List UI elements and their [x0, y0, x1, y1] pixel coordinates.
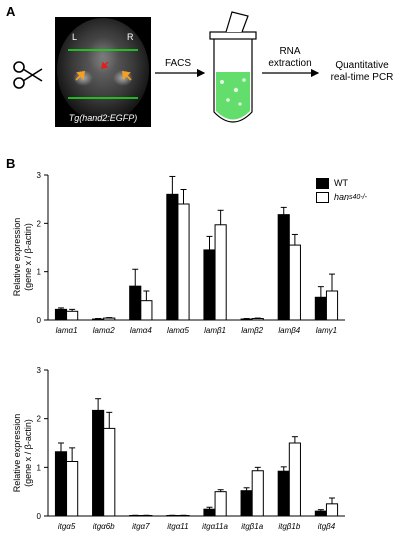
chart1-category-label: lamα4 [130, 326, 152, 335]
legend-label-han-superscript: s40-/- [349, 193, 367, 201]
chart1-y-tick-label: 0 [37, 316, 42, 325]
chart1-bar-wt [240, 318, 253, 321]
chart1-bar-wt [129, 285, 142, 321]
chart1-bar-wt [166, 193, 179, 321]
chart2-category-label: itgα11 [167, 522, 188, 531]
chart2-ylabel-line1: Relative expression [12, 414, 22, 493]
pcr-label-line1: Quantitative [335, 60, 389, 71]
legend-label-wt: WT [334, 178, 348, 188]
chart2-y-tick-label: 2 [37, 415, 42, 424]
chart2-y-tick-label: 1 [37, 463, 42, 472]
panel-a-workflow: L R Tg(hand2:EGFP) FACS RNA extraction Q… [13, 11, 394, 127]
chart1-bar-han [325, 290, 339, 321]
chart1-bar-wt [92, 318, 105, 321]
chart2-bar-han [251, 470, 264, 517]
chart1-bar-han [288, 244, 301, 321]
chart2-bar-han [288, 442, 301, 517]
panel-a-label: A [6, 4, 16, 19]
chart2-bar-han [66, 460, 79, 517]
chart1-bar-wt [277, 214, 290, 321]
panel-b-label: B [6, 156, 16, 171]
chart2-bar-han [214, 491, 227, 517]
rna-label-line1: RNA [279, 46, 300, 57]
integrin-bar-chart: Relative expression (gene x / β-actin) 0… [12, 366, 345, 531]
chart1-category-label: lamα5 [167, 326, 189, 335]
chart2-ylabel-line2: (gene x / β-actin) [23, 419, 33, 487]
legend-swatch-wt [316, 177, 329, 189]
scissors-icon [13, 61, 43, 89]
chart2-y-tick-label: 0 [37, 512, 42, 521]
chart2-bar-wt [92, 409, 105, 517]
chart2-category-label: itgα7 [132, 522, 150, 531]
red-arrow-icon [101, 61, 109, 69]
legend-item-wt: WT [316, 176, 367, 190]
microscopy-image: L R Tg(hand2:EGFP) [55, 17, 151, 127]
chart2-category-label: itgβ4 [318, 522, 336, 531]
chart2-bar-han [103, 427, 116, 517]
legend-swatch-han [316, 191, 329, 203]
chart2-bar-wt [54, 451, 68, 517]
chart2-category-label: itgα6b [93, 522, 115, 531]
legend-label-han: han [334, 192, 350, 202]
chart2-bar-wt [240, 490, 253, 517]
chart1-category-label: lamγ1 [316, 326, 337, 335]
chart1-category-label: lamβ2 [241, 326, 263, 335]
chart1-y-tick-label: 1 [37, 268, 42, 277]
chart1-ylabel-line1: Relative expression [12, 218, 22, 297]
chart1-ylabel-line2: (gene x / β-actin) [23, 223, 33, 291]
chart1-bar-han [177, 203, 190, 321]
pcr-label-line2: real-time PCR [331, 72, 394, 83]
chart1-bar-han [251, 318, 264, 321]
facs-label: FACS [165, 58, 191, 69]
image-left-label: L [72, 32, 77, 42]
image-caption: Tg(hand2:EGFP) [69, 113, 138, 123]
chart1-y-tick-label: 2 [37, 219, 42, 228]
chart1-category-label: lamα2 [93, 326, 115, 335]
tube-icon [209, 11, 257, 123]
chart2-bar-han [325, 503, 339, 517]
chart2-category-label: itgα5 [58, 522, 76, 531]
chart2-category-label: itgβ1b [278, 522, 300, 531]
chart1-bar-wt [314, 296, 327, 321]
chart2-category-label: itgβ1a [241, 522, 263, 531]
chart1-bar-han [66, 310, 79, 321]
legend-item-han: han s40-/- [316, 190, 367, 204]
chart1-bar-han [103, 317, 116, 321]
chart1-bar-han [140, 300, 153, 321]
orange-arrow-icon [75, 70, 132, 81]
chart2-y-tick-label: 3 [37, 366, 42, 375]
image-right-label: R [127, 32, 134, 42]
chart1-category-label: lamβ1 [204, 326, 226, 335]
chart1-bar-wt [54, 308, 68, 321]
rna-label-line2: extraction [268, 58, 311, 69]
chart1-y-tick-label: 3 [37, 171, 42, 180]
chart1-category-label: lamα1 [56, 326, 78, 335]
chart2-bar-wt [203, 508, 216, 517]
chart2-category-label: itgα11a [202, 522, 228, 531]
chart1-category-label: lamβ4 [278, 326, 300, 335]
laminin-bar-chart: Relative expression (gene x / β-actin) 0… [12, 171, 345, 335]
chart1-bar-han [214, 224, 227, 321]
chart1-bar-wt [203, 249, 216, 321]
chart2-bar-wt [314, 510, 327, 517]
chart2-bar-wt [277, 470, 290, 517]
legend: WT han s40-/- [316, 176, 367, 204]
